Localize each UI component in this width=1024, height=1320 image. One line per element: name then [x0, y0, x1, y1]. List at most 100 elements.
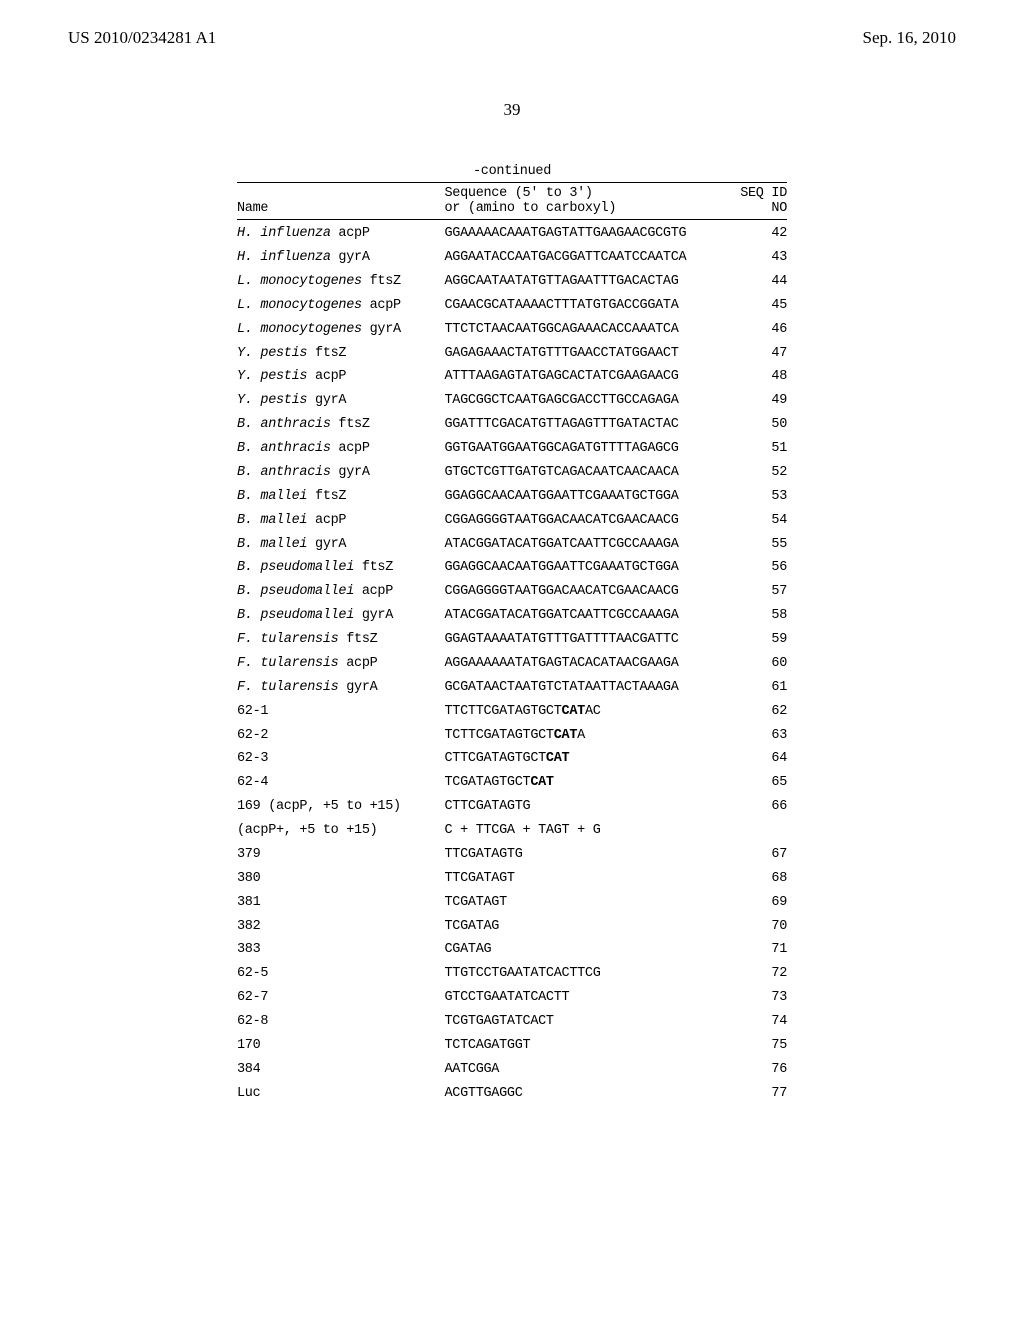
table-row: L. monocytogenes gyrATTCTCTAACAATGGCAGAA… [237, 318, 787, 342]
row-sequence: TTCTCTAACAATGGCAGAAACACCAAATCA [445, 323, 725, 337]
row-seqid: 74 [727, 1015, 787, 1029]
table-row: 62-5TTGTCCTGAATATCACTTCG72 [237, 962, 787, 986]
row-name: 380 [237, 872, 442, 886]
row-seqid: 53 [727, 490, 787, 504]
row-seqid [727, 824, 787, 838]
row-seqid: 61 [727, 681, 787, 695]
table-row: 62-3CTTCGATAGTGCTCAT64 [237, 747, 787, 771]
row-seqid: 55 [727, 538, 787, 552]
page-number: 39 [0, 100, 1024, 120]
row-seqid: 54 [727, 514, 787, 528]
table-row: H. influenza gyrAAGGAATACCAATGACGGATTCAA… [237, 246, 787, 270]
row-name: 383 [237, 943, 442, 957]
row-sequence: TAGCGGCTCAATGAGCGACCTTGCCAGAGA [445, 394, 725, 408]
table-row: 62-2TCTTCGATAGTGCTCATA63 [237, 723, 787, 747]
row-sequence: TCGATAGT [445, 896, 725, 910]
table-row: 62-1TTCTTCGATAGTGCTCATAC62 [237, 700, 787, 724]
table-row: B. anthracis ftsZGGATTTCGACATGTTAGAGTTTG… [237, 413, 787, 437]
row-name: H. influenza acpP [237, 227, 442, 241]
row-sequence: GTCCTGAATATCACTT [445, 991, 725, 1005]
column-seq-line1: Sequence (5' to 3') [445, 186, 725, 201]
row-sequence: AATCGGA [445, 1063, 725, 1077]
row-seqid: 43 [727, 251, 787, 265]
row-sequence: C + TTCGA + TAGT + G [445, 824, 725, 838]
table-row: B. mallei acpPCGGAGGGGTAATGGACAACATCGAAC… [237, 509, 787, 533]
row-sequence: CGAACGCATAAAACTTTATGTGACCGGATA [445, 299, 725, 313]
row-seqid: 72 [727, 967, 787, 981]
table-row: (acpP+, +5 to +15)C + TTCGA + TAGT + G [237, 819, 787, 843]
row-sequence: TCGATAG [445, 920, 725, 934]
row-sequence: GGAGTAAAATATGTTTGATTTTAACGATTC [445, 633, 725, 647]
row-name: 62-1 [237, 705, 442, 719]
row-name: L. monocytogenes ftsZ [237, 275, 442, 289]
row-sequence: CGGAGGGGTAATGGACAACATCGAACAACG [445, 514, 725, 528]
row-seqid: 65 [727, 776, 787, 790]
row-name: 169 (acpP, +5 to +15) [237, 800, 442, 814]
row-sequence: GCGATAACTAATGTCTATAATTACTAAAGA [445, 681, 725, 695]
table-row: 383CGATAG71 [237, 938, 787, 962]
row-sequence: TTCGATAGT [445, 872, 725, 886]
row-seqid: 70 [727, 920, 787, 934]
row-sequence: GGAGGCAACAATGGAATTCGAAATGCTGGA [445, 490, 725, 504]
table-row: 170TCTCAGATGGT75 [237, 1034, 787, 1058]
row-name: 62-8 [237, 1015, 442, 1029]
row-sequence: GGTGAATGGAATGGCAGATGTTTTAGAGCG [445, 442, 725, 456]
row-sequence: TTCTTCGATAGTGCTCATAC [445, 705, 725, 719]
publication-number: US 2010/0234281 A1 [68, 28, 216, 48]
column-name-label: Name [237, 201, 442, 216]
table-row: Y. pestis acpPATTTAAGAGTATGAGCACTATCGAAG… [237, 365, 787, 389]
row-name: 62-2 [237, 729, 442, 743]
row-name: L. monocytogenes gyrA [237, 323, 442, 337]
row-sequence: TCTTCGATAGTGCTCATA [445, 729, 725, 743]
row-name: Y. pestis gyrA [237, 394, 442, 408]
row-sequence: CTTCGATAGTGCTCAT [445, 752, 725, 766]
table-row: B. anthracis acpPGGTGAATGGAATGGCAGATGTTT… [237, 437, 787, 461]
row-name: F. tularensis acpP [237, 657, 442, 671]
table-row: B. pseudomallei gyrAATACGGATACATGGATCAAT… [237, 604, 787, 628]
row-seqid: 57 [727, 585, 787, 599]
table-row: 380TTCGATAGT68 [237, 867, 787, 891]
row-seqid: 47 [727, 347, 787, 361]
row-seqid: 66 [727, 800, 787, 814]
table-row: 169 (acpP, +5 to +15)CTTCGATAGTG66 [237, 795, 787, 819]
row-sequence: TCGTGAGTATCACT [445, 1015, 725, 1029]
row-sequence: GGAGGCAACAATGGAATTCGAAATGCTGGA [445, 561, 725, 575]
row-name: (acpP+, +5 to +15) [237, 824, 442, 838]
row-name: B. mallei acpP [237, 514, 442, 528]
table-rule-mid [237, 219, 787, 220]
row-sequence: CGATAG [445, 943, 725, 957]
row-seqid: 75 [727, 1039, 787, 1053]
table-row: 384AATCGGA76 [237, 1058, 787, 1082]
table-row: Y. pestis ftsZGAGAGAAACTATGTTTGAACCTATGG… [237, 341, 787, 365]
row-name: Y. pestis ftsZ [237, 347, 442, 361]
row-sequence: AGGAATACCAATGACGGATTCAATCCAATCA [445, 251, 725, 265]
table-row: B. pseudomallei ftsZGGAGGCAACAATGGAATTCG… [237, 556, 787, 580]
row-name: 62-5 [237, 967, 442, 981]
row-seqid: 48 [727, 370, 787, 384]
table-row: B. mallei ftsZGGAGGCAACAATGGAATTCGAAATGC… [237, 485, 787, 509]
row-name: 62-7 [237, 991, 442, 1005]
row-seqid: 68 [727, 872, 787, 886]
table-row: F. tularensis acpPAGGAAAAAATATGAGTACACAT… [237, 652, 787, 676]
row-sequence: GTGCTCGTTGATGTCAGACAATCAACAACA [445, 466, 725, 480]
row-sequence: CTTCGATAGTG [445, 800, 725, 814]
row-name: 381 [237, 896, 442, 910]
row-name: H. influenza gyrA [237, 251, 442, 265]
row-sequence: ATTTAAGAGTATGAGCACTATCGAAGAACG [445, 370, 725, 384]
row-sequence: AGGCAATAATATGTTAGAATTTGACACTAG [445, 275, 725, 289]
continued-label: -continued [0, 164, 1024, 179]
sequence-table: Name Sequence (5' to 3') or (amino to ca… [237, 182, 787, 1105]
row-seqid: 64 [727, 752, 787, 766]
table-header: Name Sequence (5' to 3') or (amino to ca… [237, 184, 787, 218]
row-sequence: GGATTTCGACATGTTAGAGTTTGATACTAC [445, 418, 725, 432]
row-name: 62-4 [237, 776, 442, 790]
row-seqid: 71 [727, 943, 787, 957]
row-name: 379 [237, 848, 442, 862]
table-row: 62-4TCGATAGTGCTCAT65 [237, 771, 787, 795]
table-row: 381TCGATAGT69 [237, 891, 787, 915]
table-row: 379TTCGATAGTG67 [237, 843, 787, 867]
row-sequence: AGGAAAAAATATGAGTACACATAACGAAGA [445, 657, 725, 671]
row-seqid: 51 [727, 442, 787, 456]
row-sequence: TTCGATAGTG [445, 848, 725, 862]
column-sequence: Sequence (5' to 3') or (amino to carboxy… [445, 186, 725, 216]
